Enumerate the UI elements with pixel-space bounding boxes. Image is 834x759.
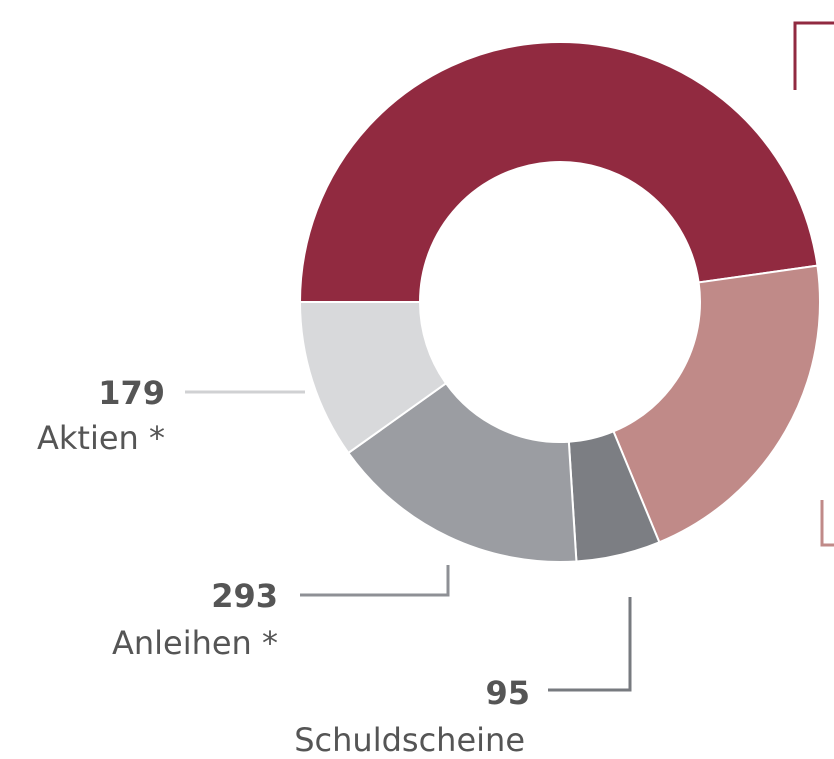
value-label: 95: [485, 674, 530, 712]
category-label: Anleihen *: [112, 624, 278, 662]
leader-line: [793, 21, 834, 90]
leader-line: [820, 500, 834, 547]
donut-segment: [612, 264, 821, 544]
category-label: Aktien *: [37, 419, 165, 457]
donut-segment: [298, 41, 819, 303]
donut-segment: [298, 301, 448, 455]
value-label: 179: [98, 374, 165, 412]
donut-segment: [346, 381, 578, 563]
leader-line: [300, 565, 450, 597]
leader-line: [548, 597, 632, 692]
category-label: Schuldscheine: [294, 721, 525, 759]
cropped-leaders: [793, 21, 834, 547]
value-label: 293: [211, 577, 278, 615]
